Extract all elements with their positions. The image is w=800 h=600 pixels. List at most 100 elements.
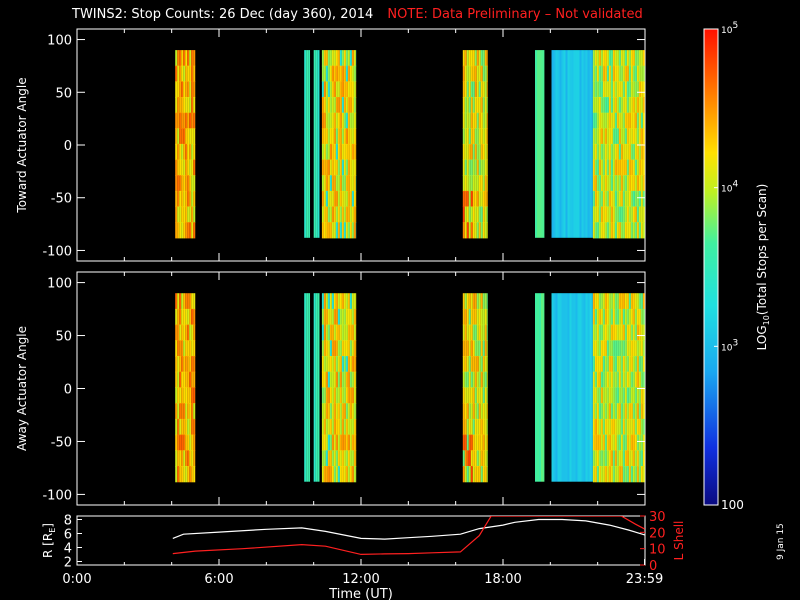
cell <box>614 159 617 176</box>
cell <box>175 175 178 192</box>
cell <box>628 371 631 388</box>
cell <box>626 434 629 451</box>
cell <box>598 356 601 373</box>
cell <box>626 308 629 326</box>
cell <box>594 65 597 82</box>
cell <box>187 190 190 208</box>
cell <box>347 128 350 145</box>
cell <box>632 418 635 436</box>
cell <box>343 128 346 145</box>
cell <box>341 143 344 161</box>
cell <box>343 450 346 467</box>
cell <box>642 403 645 420</box>
cell <box>604 112 607 129</box>
cell <box>464 466 467 483</box>
cell <box>602 222 605 239</box>
cell <box>604 356 607 373</box>
cell <box>329 222 332 239</box>
cell <box>602 206 605 223</box>
cell <box>335 340 338 357</box>
cell <box>616 112 619 129</box>
cell <box>484 175 487 192</box>
cell <box>193 112 196 129</box>
cell <box>626 50 629 67</box>
cell <box>598 450 601 467</box>
cell <box>594 143 597 161</box>
cell <box>612 403 615 420</box>
cell <box>337 128 340 145</box>
cell <box>175 206 178 223</box>
colorbar-gradient <box>703 28 719 506</box>
cell <box>177 403 180 420</box>
cell <box>618 128 621 145</box>
cell <box>484 128 487 145</box>
cell <box>462 65 465 82</box>
cell <box>333 293 336 310</box>
cell <box>462 340 465 357</box>
cell <box>612 293 615 310</box>
cell <box>596 143 599 161</box>
cell <box>329 371 332 388</box>
cell <box>183 112 186 129</box>
cell <box>622 190 625 208</box>
cell <box>462 206 465 223</box>
cell <box>466 50 469 67</box>
cell <box>486 387 488 404</box>
cell <box>484 143 487 161</box>
cell <box>622 206 625 223</box>
cell <box>345 466 348 483</box>
cell <box>353 190 356 208</box>
cell <box>327 50 330 67</box>
cell <box>175 356 178 373</box>
cell <box>347 97 350 114</box>
cell <box>183 356 186 373</box>
cell <box>592 190 595 208</box>
cell <box>484 340 487 357</box>
cell <box>185 50 188 67</box>
cell <box>592 434 595 451</box>
cell <box>468 434 471 451</box>
cell <box>476 65 479 82</box>
cell <box>624 387 627 404</box>
cell <box>626 222 629 239</box>
cell <box>339 190 342 208</box>
data-block <box>535 50 545 238</box>
cell <box>628 97 631 114</box>
cell <box>339 128 342 145</box>
cell <box>341 356 344 373</box>
cell <box>339 387 342 404</box>
cell <box>323 190 326 208</box>
cell <box>468 175 471 192</box>
cell <box>618 450 621 467</box>
cell <box>616 308 619 326</box>
cell <box>596 466 599 483</box>
cell <box>618 222 621 239</box>
cell <box>596 190 599 208</box>
cell <box>642 387 645 404</box>
cell <box>472 190 475 208</box>
cell <box>602 387 605 404</box>
cell <box>177 175 180 192</box>
data-block <box>319 50 322 238</box>
cell <box>634 190 637 208</box>
cell <box>325 371 328 388</box>
cell <box>345 81 348 98</box>
cell <box>179 324 182 341</box>
cell <box>612 206 615 223</box>
cell <box>476 175 479 192</box>
cell <box>608 418 611 436</box>
cell <box>347 356 350 373</box>
cell <box>183 308 186 326</box>
cell <box>476 159 479 176</box>
cell <box>628 356 631 373</box>
colorbar-tick-exp: 5 <box>732 21 738 31</box>
y-tick-label: 50 <box>55 86 72 101</box>
cell <box>341 387 344 404</box>
cell <box>640 340 643 357</box>
cell <box>606 371 609 388</box>
cell <box>343 434 346 451</box>
cell <box>553 293 556 482</box>
cell <box>642 128 645 145</box>
cell <box>543 50 545 238</box>
cell <box>622 371 625 388</box>
